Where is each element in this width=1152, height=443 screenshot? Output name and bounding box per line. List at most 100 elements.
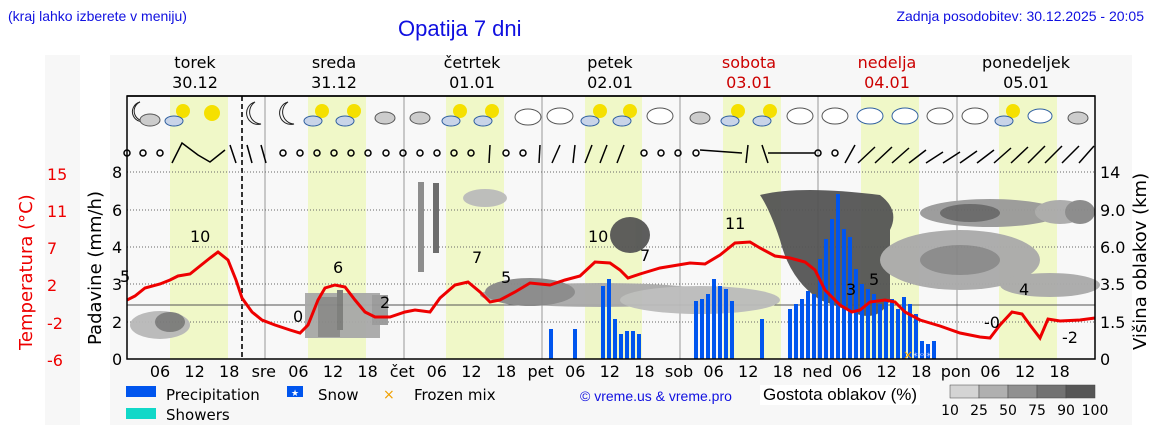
svg-text:12: 12 [184,362,204,381]
day-header-5: nedelja 04.01 [857,53,917,92]
sun-cloud-rain-icon [752,104,777,127]
day-header-2: četrtek 01.01 [443,53,501,92]
svg-text:06: 06 [980,362,1000,381]
day-header-1: sreda 31.12 [311,53,357,92]
day-header-3: petek 02.01 [587,53,633,92]
svg-text:pon: pon [941,362,971,381]
legend-showers: Showers [166,406,230,424]
svg-text:4: 4 [112,238,122,257]
cloud-rain-icon [821,107,849,125]
svg-text:6.0: 6.0 [1100,238,1125,257]
svg-text:★: ★ [291,389,299,399]
cloud-snow-icon [926,107,954,125]
precipitation-bars [549,194,936,359]
svg-text:1.5: 1.5 [1100,313,1125,332]
legend-precipitation: Precipitation [166,386,260,404]
svg-text:12: 12 [738,362,758,381]
svg-text:2: 2 [112,313,122,332]
svg-text:pet: pet [527,362,553,381]
svg-text:12: 12 [1015,362,1035,381]
svg-text:06: 06 [842,362,862,381]
temp-axis-ticks: 15 11 7 2 -2 -6 [47,165,67,370]
svg-text:ned: ned [802,362,832,381]
moon-icon [246,101,262,125]
moon-cloud-icon [409,111,431,125]
temperature-line [126,240,1096,341]
svg-text:5: 5 [869,270,879,289]
svg-text:2: 2 [47,276,57,295]
svg-text:25: 25 [970,403,988,419]
cloud-rain-icon [856,107,884,125]
svg-text:06: 06 [288,362,308,381]
page-title: Opatija 7 dni [398,16,522,41]
svg-text:06: 06 [703,362,723,381]
cloud-height-axis-label: Višina oblakov (km) [1130,173,1151,350]
svg-text:10: 10 [941,403,959,419]
svg-text:6: 6 [333,258,343,277]
daylight-bands [170,96,1057,359]
cloud-rain-icon [646,107,674,125]
svg-text:06: 06 [427,362,447,381]
cloud-height-axis-ticks: 14 9.0 6.0 3.5 1.5 0 [1100,163,1125,369]
snow-markers: **** [913,352,932,362]
svg-text:14: 14 [1100,163,1120,182]
svg-text:75: 75 [1028,403,1046,419]
svg-text:4: 4 [1019,280,1029,299]
svg-text:sob: sob [665,362,693,381]
svg-text:-2: -2 [1062,328,1078,347]
svg-text:čet: čet [390,362,415,381]
svg-text:-6: -6 [47,351,63,370]
svg-text:5: 5 [120,267,130,286]
moon-cloud-icon [131,101,161,127]
svg-text:15: 15 [47,165,67,184]
svg-text:3: 3 [846,280,856,299]
svg-text:12: 12 [461,362,481,381]
moon-cloud-icon [1067,111,1089,125]
svg-text:50: 50 [999,403,1017,419]
sun-cloud-rain-icon [612,104,637,127]
cloud-sleet-icon [891,107,919,125]
weather-icons-row [131,101,1089,127]
svg-text:18: 18 [496,362,516,381]
svg-text:0: 0 [1100,350,1110,369]
day-header-4: sobota 03.01 [721,53,777,92]
svg-text:12: 12 [876,362,896,381]
temp-labels: 5 10 0 6 2 7 5 10 7 11 3 5 -0 4 -2 [120,214,1078,347]
temp-axis-label: Temperatura (°C) [16,194,37,351]
svg-text:3: 3 [112,275,122,294]
svg-text:100: 100 [1082,403,1109,419]
svg-text:5: 5 [501,268,511,287]
svg-text:12: 12 [323,362,343,381]
copyright-link[interactable]: © vreme.us & vreme.pro [580,388,732,404]
svg-text:90: 90 [1057,403,1075,419]
temp-axis-bg [45,55,80,425]
svg-text:0: 0 [293,307,303,326]
svg-text:×: × [383,387,395,403]
svg-text:18: 18 [634,362,654,381]
last-updated: Zadnja posodobitev: 30.12.2025 - 20:05 [896,8,1144,24]
svg-text:18: 18 [357,362,377,381]
svg-text:8: 8 [112,163,122,182]
cloud-density-scale: 10 25 50 75 90 100 [941,384,1109,419]
svg-text:18: 18 [1049,362,1069,381]
x-axis-ticks: 06 12 18 sre 06 12 18 čet 06 12 18 pet 06 12 18 sob 06 12… [150,362,1070,381]
svg-text:2: 2 [380,293,390,312]
precip-axis-ticks: 8 6 4 3 2 0 [112,163,122,369]
cloud-rain-icon [786,107,814,125]
sun-cloud-icon [303,104,329,127]
svg-text:10: 10 [588,227,608,246]
sun-cloud-icon [994,104,1020,127]
svg-text:0: 0 [112,350,122,369]
cloud-icon [961,107,989,125]
svg-text:10: 10 [190,227,210,246]
cloud-rain-icon [546,107,574,125]
day-header-0: torek 30.12 [172,53,218,92]
svg-text:06: 06 [565,362,585,381]
frozen-mix-marker: × [903,348,913,362]
sun-cloud-icon [441,104,467,127]
svg-text:-0: -0 [984,313,1000,332]
sun-cloud-rain-icon [720,104,745,127]
svg-text:3.5: 3.5 [1100,275,1125,294]
sun-cloud-icon [473,104,499,127]
cloud-density-label: Gostota oblakov (%) [760,385,921,405]
